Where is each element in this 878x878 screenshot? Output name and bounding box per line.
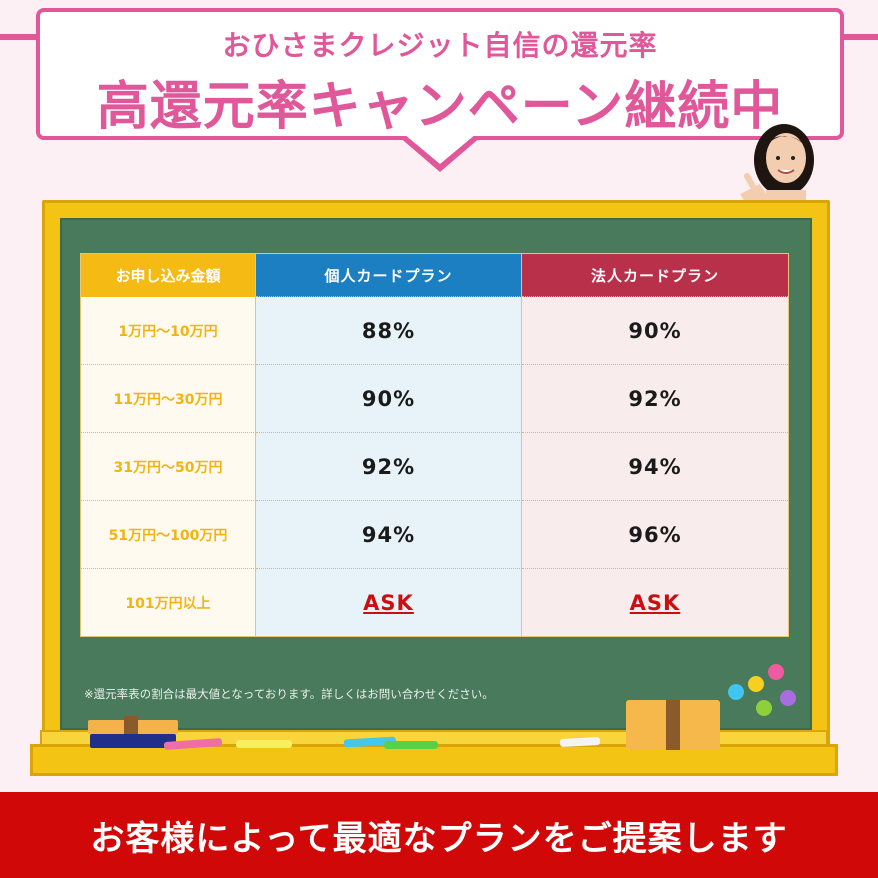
header-amount: お申し込み金額 xyxy=(81,254,256,297)
bottom-banner: お客様によって最適なプランをご提案します xyxy=(0,792,878,878)
bottom-banner-text: お客様によって最適なプランをご提案します xyxy=(90,818,788,859)
banner-subtitle: おひさまクレジット自信の還元率 xyxy=(222,29,658,62)
table-header-row: お申し込み金額 個人カードプラン 法人カードプラン xyxy=(81,254,788,297)
magnet-decoration xyxy=(748,676,764,692)
magnet-decoration xyxy=(756,700,772,716)
disclaimer-note: ※還元率表の割合は最大値となっております。詳しくはお問い合わせください。 xyxy=(84,687,494,701)
campaign-banner: おひさまクレジット自信の還元率 高還元率キャンペーン継続中 xyxy=(36,8,844,140)
row-personal-rate: 90% xyxy=(256,365,522,433)
magnet-decoration xyxy=(780,690,796,706)
row-corporate-rate: 90% xyxy=(522,297,788,365)
top-accent-line-left xyxy=(0,34,40,40)
table-row: 1万円～10万円 88% 90% xyxy=(81,297,788,365)
chalk-yellow xyxy=(236,740,292,748)
row-personal-rate: 92% xyxy=(256,433,522,501)
chalk-green xyxy=(384,741,438,749)
header-personal-plan: 個人カードプラン xyxy=(256,254,522,297)
table-row: 31万円～50万円 92% 94% xyxy=(81,433,788,501)
return-rate-table: お申し込み金額 個人カードプラン 法人カードプラン 1万円～10万円 88% 9… xyxy=(80,253,789,637)
banner-title: 高還元率キャンペーン継続中 xyxy=(96,77,784,137)
row-amount: 31万円～50万円 xyxy=(81,433,256,501)
magnet-decoration xyxy=(768,664,784,680)
row-amount: 51万円～100万円 xyxy=(81,501,256,569)
row-amount: 1万円～10万円 xyxy=(81,297,256,365)
table-row: 101万円以上 ASK ASK xyxy=(81,569,788,636)
chalk-box-icon xyxy=(626,700,720,750)
row-corporate-rate: ASK xyxy=(522,569,788,636)
row-corporate-rate: 96% xyxy=(522,501,788,569)
eraser-icon xyxy=(88,716,178,748)
row-personal-rate: 94% xyxy=(256,501,522,569)
row-personal-rate: ASK xyxy=(256,569,522,636)
ask-link-corporate[interactable]: ASK xyxy=(629,590,681,615)
magnet-decoration xyxy=(728,684,744,700)
row-amount: 101万円以上 xyxy=(81,569,256,636)
row-corporate-rate: 92% xyxy=(522,365,788,433)
table-row: 11万円～30万円 90% 92% xyxy=(81,365,788,433)
table-row: 51万円～100万円 94% 96% xyxy=(81,501,788,569)
row-corporate-rate: 94% xyxy=(522,433,788,501)
top-accent-line-right xyxy=(838,34,878,40)
banner-tail-inner xyxy=(404,134,476,164)
header-corporate-plan: 法人カードプラン xyxy=(522,254,788,297)
row-amount: 11万円～30万円 xyxy=(81,365,256,433)
row-personal-rate: 88% xyxy=(256,297,522,365)
ask-link-personal[interactable]: ASK xyxy=(363,590,414,615)
